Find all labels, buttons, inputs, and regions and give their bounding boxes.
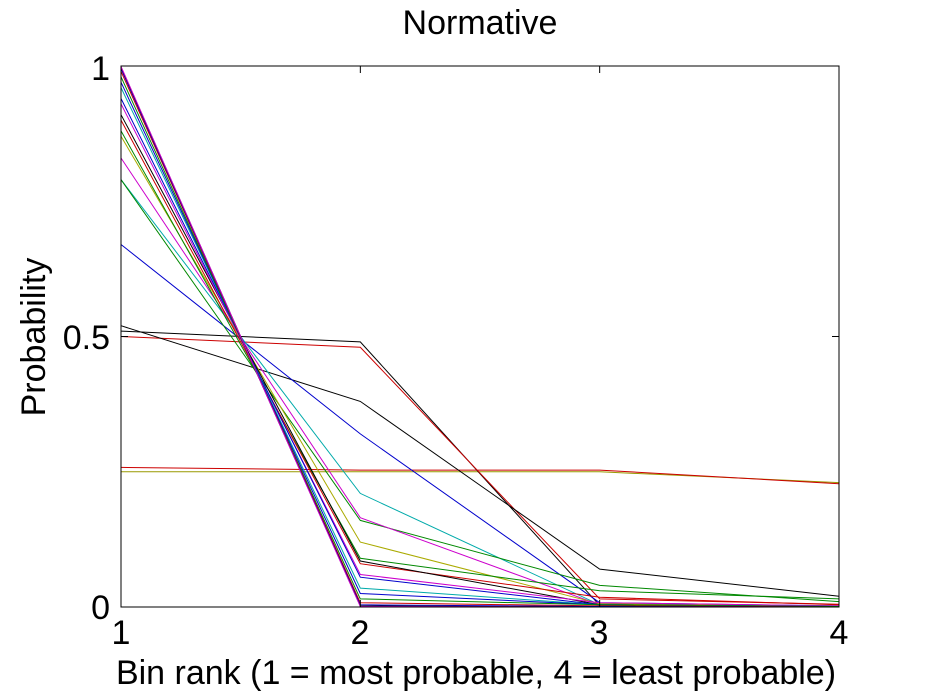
x-tick-label: 2 [351,614,370,652]
chart-title: Normative [403,4,558,42]
y-tick-label: 0 [91,589,110,627]
y-axis-label: Probability [15,258,53,417]
series-line-13 [120,114,840,607]
axis-ticks [120,65,840,608]
series-line-11 [120,130,840,600]
series-line-15 [120,98,840,607]
series-line-7 [120,179,840,607]
series-line-6 [120,244,840,607]
series-line-19 [120,71,840,608]
plot-lines [120,66,840,608]
series-line-5 [120,325,840,597]
series-line-22 [120,66,839,608]
series-line-8 [120,179,840,603]
series-line-16 [120,87,840,607]
series-line-12 [120,119,840,606]
x-tick-label: 3 [590,614,609,652]
series-line-10 [120,136,840,607]
x-axis-label: Bin rank (1 = most probable, 4 = least p… [116,654,836,692]
y-tick-label: 0.5 [63,319,110,357]
x-tick-label: 1 [112,614,131,652]
plot-frame [120,65,840,608]
x-tick-label: 4 [830,614,849,652]
y-tick-label: 1 [91,50,110,88]
series-line-21 [120,66,839,608]
series-line-9 [120,157,840,607]
series-line-20 [120,68,840,608]
series-line-17 [120,81,840,607]
series-line-2 [120,466,840,485]
series-line-14 [120,103,840,607]
